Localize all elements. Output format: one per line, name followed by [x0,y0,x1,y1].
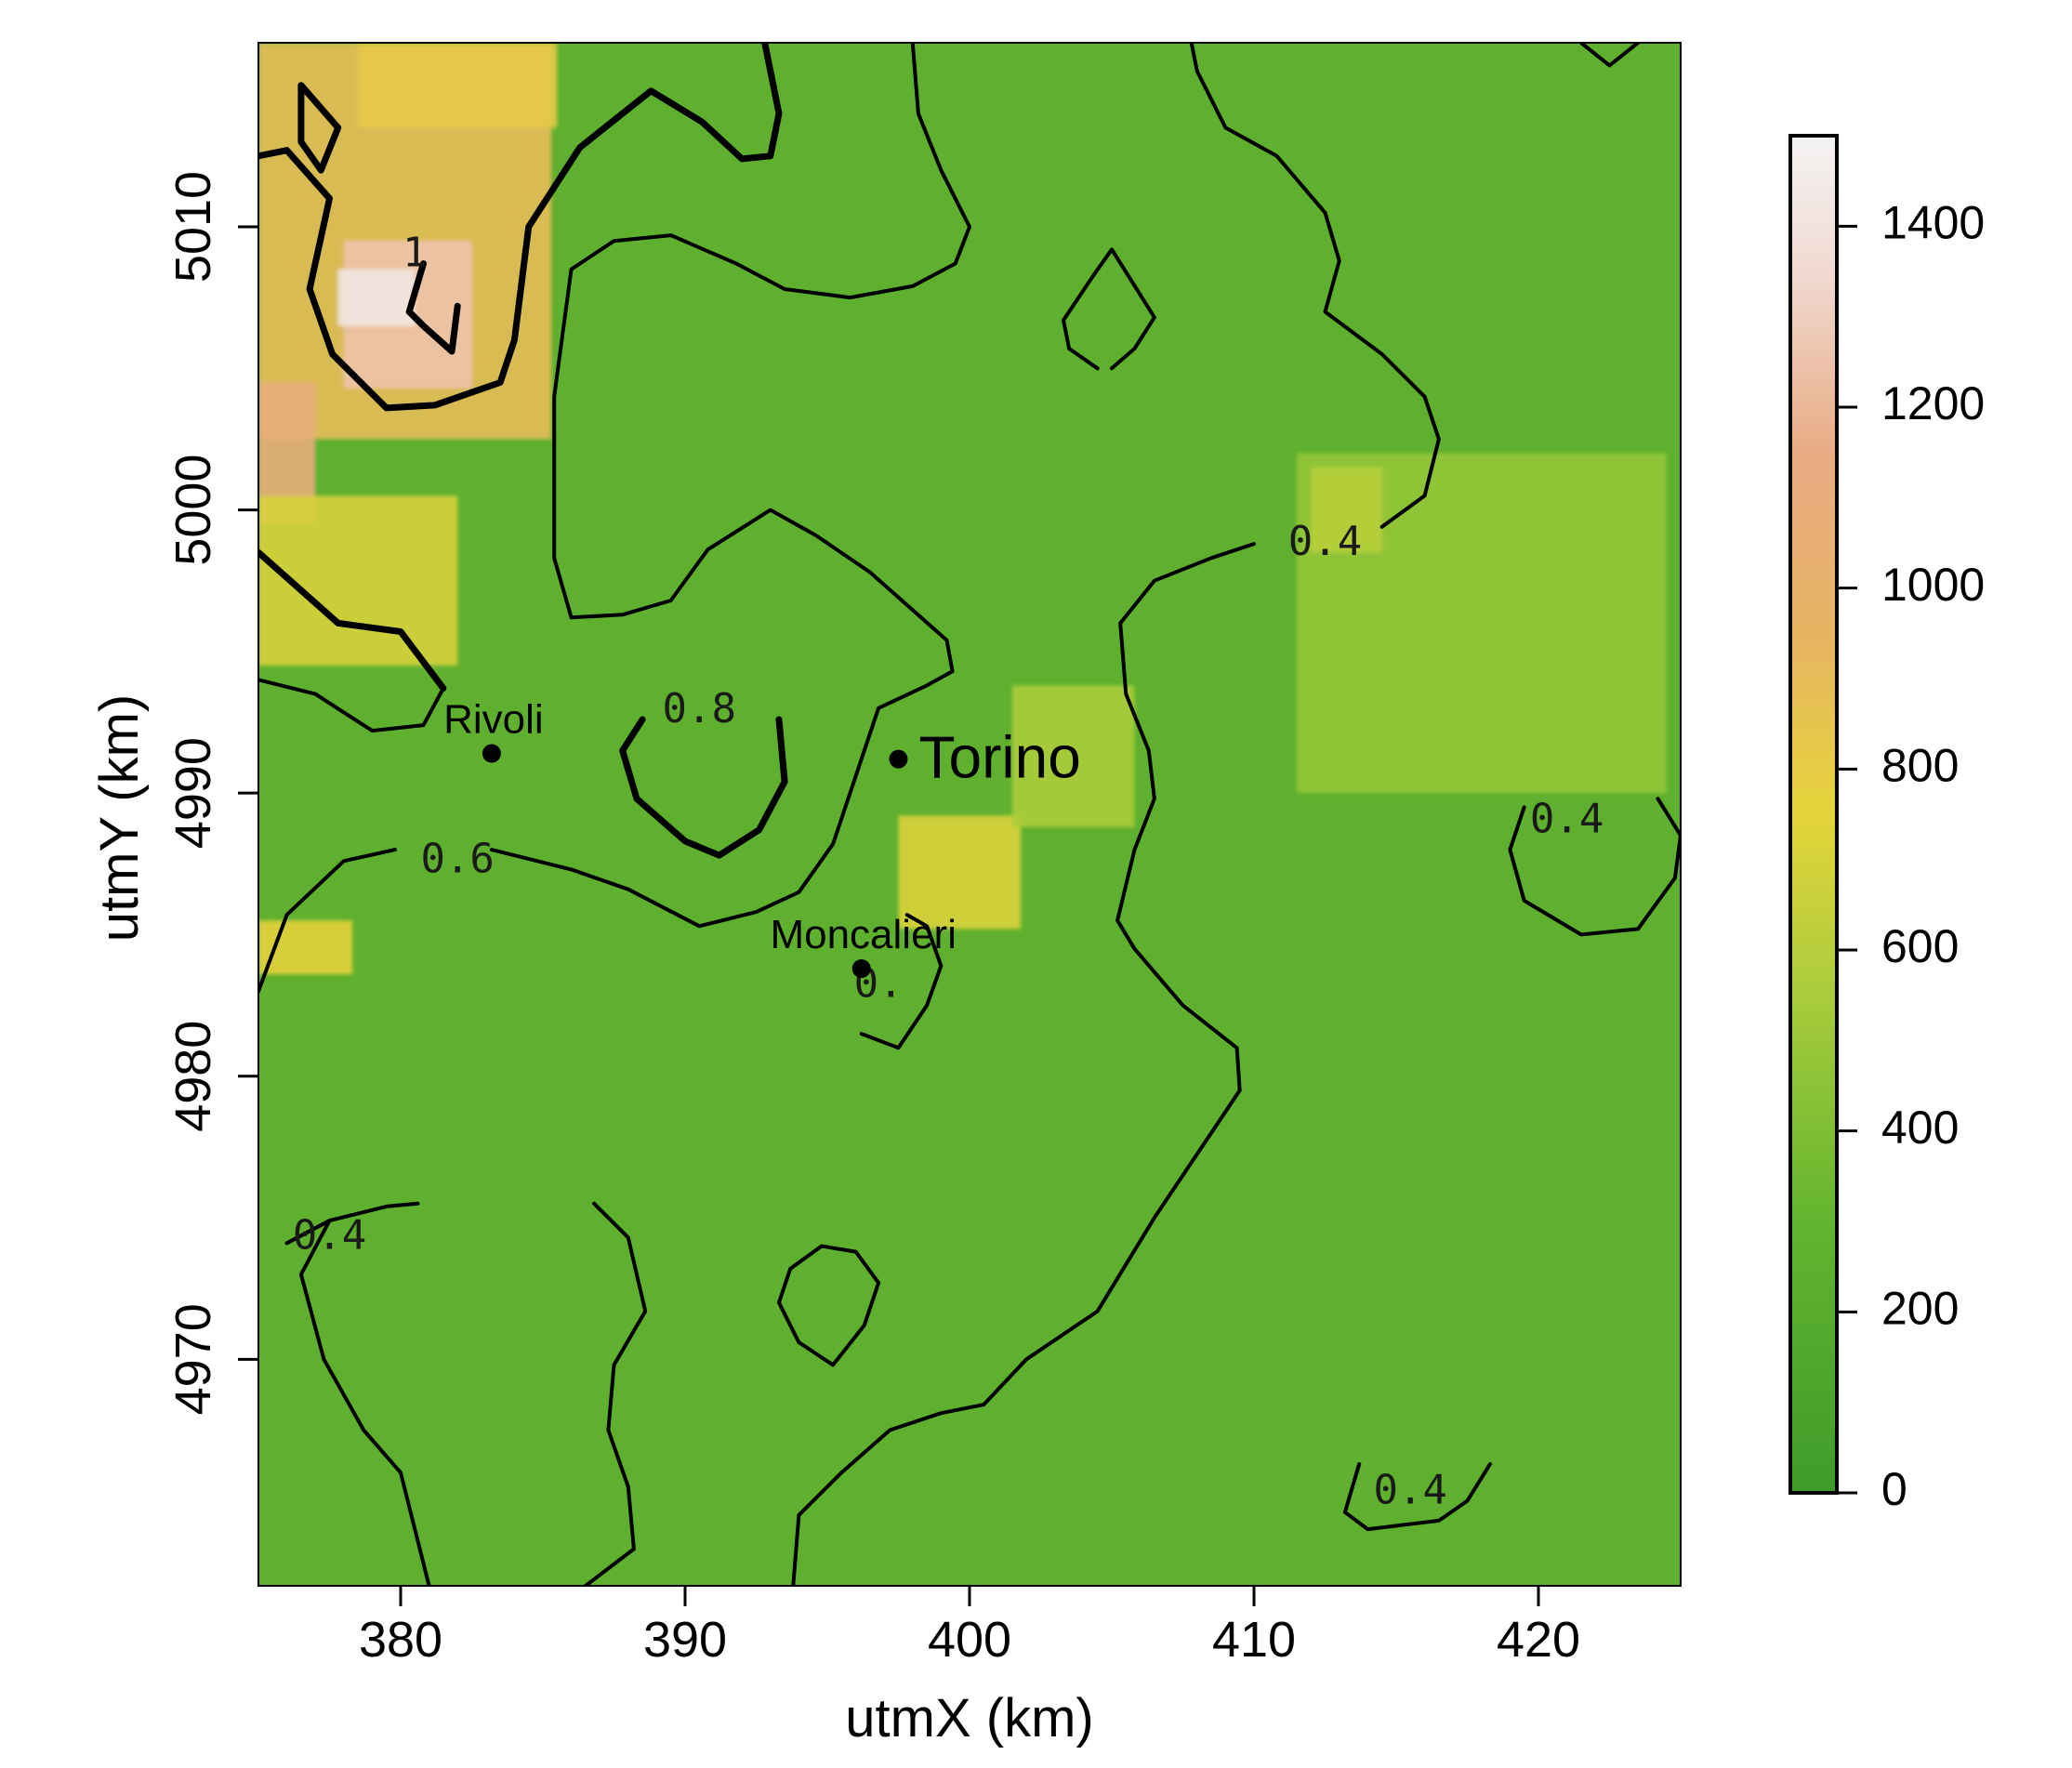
colorbar-tick-label: 1200 [1881,377,1985,429]
y-axis: 4970 4980 4990 5000 5010 [165,171,258,1415]
contour-line [284,1219,431,1586]
colorbar-scale [1788,134,1839,1495]
colorbar-tick-label: 1400 [1881,197,1985,249]
contour-line [258,678,445,733]
x-tick-label: 390 [643,1612,727,1668]
colorbar: 0 200 400 600 800 1000 1200 1400 [1788,134,1985,1515]
city-marker [851,959,871,978]
elevation-region [1311,467,1382,553]
contour-line [1508,797,1681,937]
contour-line-bold [258,43,783,412]
contour-lines [258,43,1681,1586]
x-tick-label: 380 [359,1612,442,1668]
elevation-region [337,269,416,326]
elevation-region [898,815,1022,930]
city-label: Torino [919,724,1081,791]
contour-label: 0.4 [1374,1466,1447,1513]
contour-line-bold [297,82,342,174]
contour-line [777,1244,881,1367]
contour-line [583,1201,648,1586]
contour-label: 0.8 [663,685,736,732]
contour-line [619,716,788,859]
colorbar-tick-label: 0 [1881,1463,1907,1515]
y-tick-label: 4970 [165,1303,221,1415]
elevation-region [1011,685,1135,827]
city-markers: Torino Rivoli Moncalieri [443,697,1081,978]
contour-label: 0.6 [420,835,494,882]
colorbar-tick-label: 800 [1881,740,1959,792]
contour-label: 0.4 [293,1211,366,1259]
colorbar-tick-label: 400 [1881,1102,1959,1154]
elevation-regions [258,43,1667,975]
y-tick-label: 5010 [165,171,221,283]
y-tick-label: 5000 [165,454,221,565]
contour-line [791,542,1256,1586]
colorbar-ticks: 0 200 400 600 800 1000 1200 1400 [1837,197,1985,1515]
elevation-region [358,43,558,128]
x-tick-label: 420 [1497,1612,1580,1668]
colorbar-tick-label: 200 [1881,1283,1959,1335]
contour-line-bold [405,260,461,355]
y-axis-title: utmY (km) [89,694,150,942]
city-marker [889,749,908,769]
x-tick-label: 410 [1212,1612,1296,1668]
contour-line [1578,43,1641,68]
contour-labels: 0.80.60.40.40.40.410. [293,229,1604,1513]
colorbar-tick-label: 1000 [1881,559,1985,611]
contour-line-bold [258,548,447,692]
y-tick-label: 4990 [165,737,221,849]
plot-area: 0.80.60.40.40.40.410. TorinoRivoliMoncal… [257,42,1682,1587]
elevation-region [258,920,352,975]
y-tick-label: 4980 [165,1021,221,1132]
contour-label: 1 [403,229,428,276]
contour-label: 0.4 [1530,796,1603,843]
contour-line [258,848,397,994]
city-marker [482,744,501,763]
city-label: Rivoli [443,697,544,743]
colorbar-tick-label: 600 [1881,920,1959,972]
contour-line [489,43,971,929]
x-axis-title: utmX (km) [845,1688,1093,1748]
city-label: Moncalieri [770,912,957,957]
x-axis: 380 390 400 410 420 [359,1586,1580,1668]
x-tick-label: 400 [928,1612,1011,1668]
contour-line [1062,247,1156,371]
contour-label: 0.4 [1288,518,1362,565]
elevation-raster [258,43,1667,975]
contour-line [859,913,944,1050]
contour-line [1189,43,1441,529]
contour-line [1342,1462,1492,1532]
